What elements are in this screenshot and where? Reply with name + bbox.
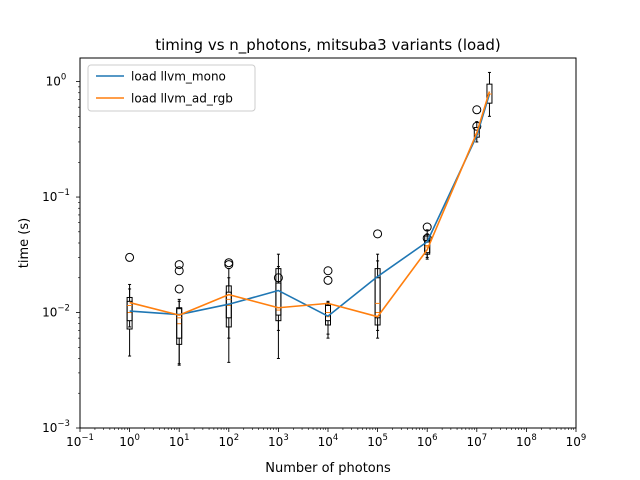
legend-label-0: load llvm_mono — [131, 70, 226, 84]
y-axis-label: time (s) — [17, 218, 32, 268]
boxplot-flier — [174, 260, 184, 270]
chart-title: timing vs n_photons, mitsuba3 variants (… — [155, 36, 501, 55]
boxplot-9 — [325, 302, 331, 335]
legend-label-1: load llvm_ad_rgb — [131, 92, 233, 106]
legend-frame — [87, 64, 256, 112]
boxplot-box — [275, 282, 282, 316]
boxplot-1 — [126, 288, 133, 328]
boxplot-11 — [374, 260, 381, 331]
boxplot-flier — [472, 105, 482, 115]
series-line-1 — [129, 91, 491, 318]
boxplot-flier — [125, 252, 135, 262]
boxplot-flier — [174, 266, 184, 276]
boxplot-flier — [224, 258, 234, 268]
boxplot-box — [374, 277, 381, 319]
boxplot-box — [325, 305, 331, 322]
boxplot-flier — [174, 284, 184, 294]
boxplot-flier — [323, 275, 333, 285]
boxplot-flier — [323, 266, 333, 276]
boxplot-flier — [422, 222, 432, 232]
x-axis-label: Number of photons — [265, 461, 391, 476]
plot-area: 10−1 100 101 102 103 104 105 106 107 108 10910−310… — [42, 57, 586, 449]
boxplot-box — [176, 307, 183, 339]
boxplot-7 — [275, 266, 282, 331]
boxplot-3 — [176, 300, 183, 365]
boxplot-flier — [373, 229, 383, 239]
